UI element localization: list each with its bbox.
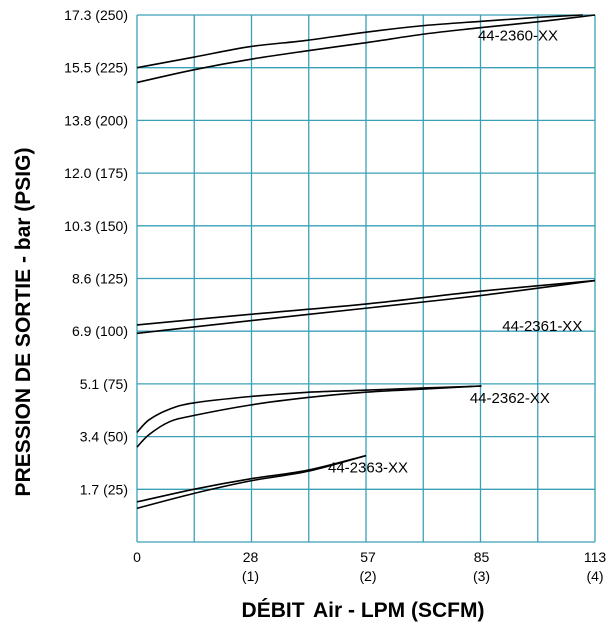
- y-axis-title: PRESSION DE SORTIE - bar (PSIG): [12, 148, 35, 497]
- y-tick-label-5: 10.3 (150): [64, 218, 128, 234]
- x-tick-label-1: 28: [243, 549, 259, 565]
- x-tick-label-0: 0: [133, 549, 141, 565]
- series-label-44-2362-XX: 44-2362-XX: [470, 390, 550, 407]
- y-tick-label-2: 5.1 (75): [80, 376, 128, 392]
- x-tick-sublabel-2: (2): [359, 568, 376, 584]
- x-tick-sublabel-1: (1): [242, 568, 259, 584]
- x-tick-label-3: 85: [474, 549, 490, 565]
- y-tick-label-9: 17.3 (250): [64, 7, 128, 23]
- x-axis-title: DÉBIT Air - LPM (SCFM): [242, 599, 485, 622]
- series-label-44-2360-XX: 44-2360-XX: [478, 27, 558, 44]
- x-axis-title-bold: DÉBIT: [242, 599, 305, 622]
- y-tick-label-1: 3.4 (50): [80, 429, 128, 445]
- y-tick-label-3: 6.9 (100): [72, 323, 128, 339]
- x-tick-labels: 0 28 (1) 57 (2) 85 (3) 113 (4): [133, 549, 606, 584]
- x-tick-label-2: 57: [360, 549, 376, 565]
- y-tick-labels: 1.7 (25) 3.4 (50) 5.1 (75) 6.9 (100) 8.6 (12…: [64, 7, 128, 497]
- x-tick-sublabel-3: (3): [473, 568, 490, 584]
- y-tick-label-4: 8.6 (125): [72, 271, 128, 287]
- series-label-44-2363-XX: 44-2363-XX: [328, 459, 408, 476]
- y-tick-label-6: 12.0 (175): [64, 165, 128, 181]
- y-tick-label-8: 15.5 (225): [64, 60, 128, 76]
- series-label-44-2361-XX: 44-2361-XX: [502, 318, 582, 335]
- x-tick-sublabel-4: (4): [586, 568, 603, 584]
- x-axis-title-rest: Air - LPM (SCFM): [313, 599, 484, 622]
- y-tick-label-0: 1.7 (25): [80, 481, 128, 497]
- x-tick-label-4: 113: [584, 549, 607, 565]
- y-tick-label-7: 13.8 (200): [64, 112, 128, 128]
